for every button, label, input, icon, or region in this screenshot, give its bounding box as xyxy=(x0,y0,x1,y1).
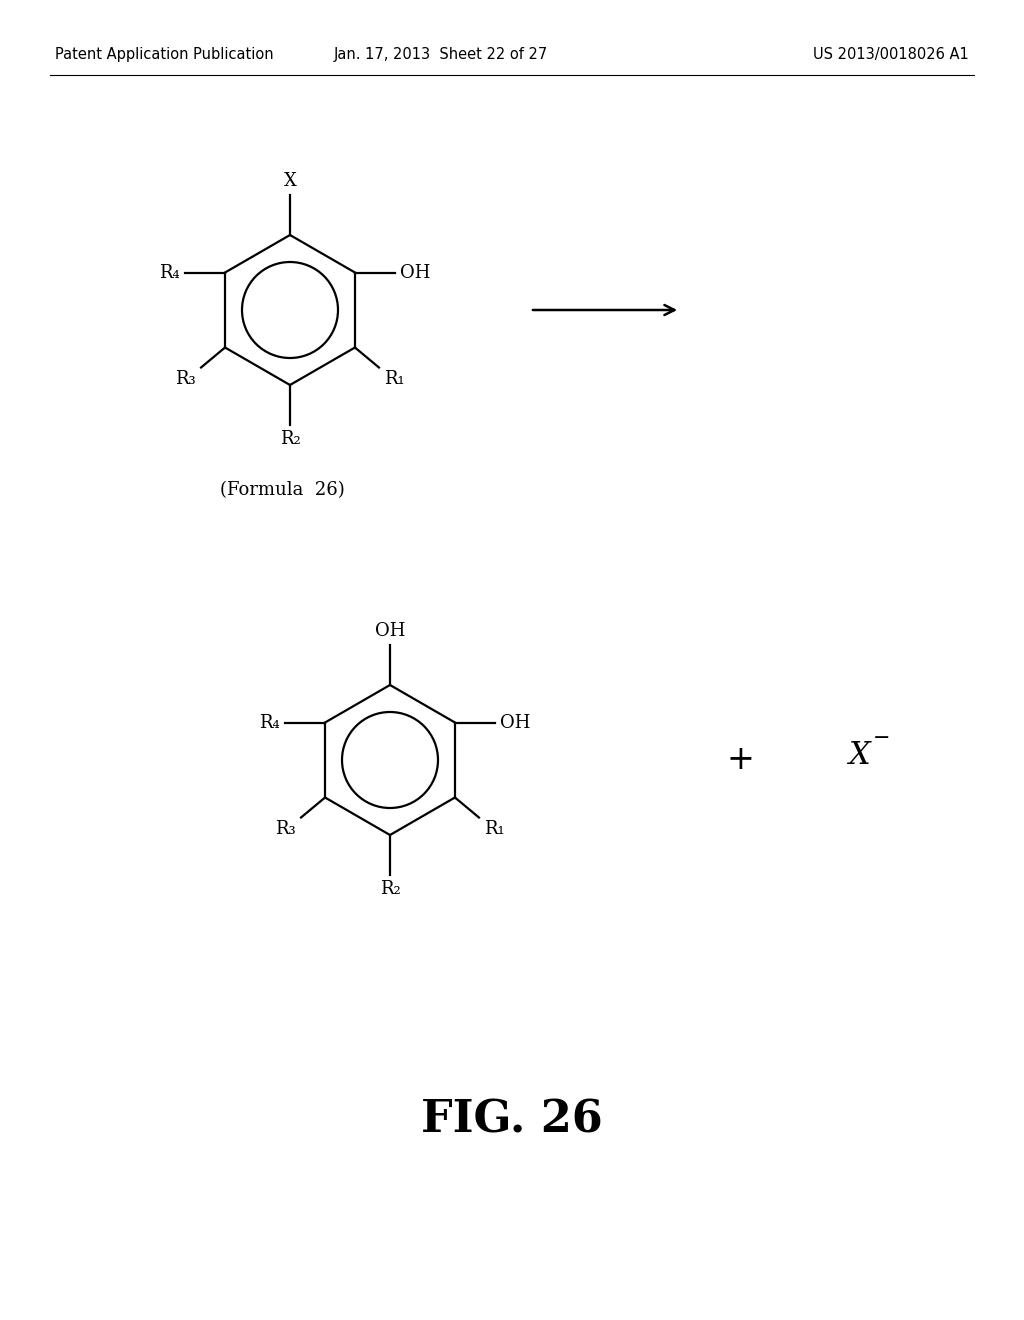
Text: Patent Application Publication: Patent Application Publication xyxy=(55,48,273,62)
Text: US 2013/0018026 A1: US 2013/0018026 A1 xyxy=(813,48,969,62)
Text: R₂: R₂ xyxy=(280,430,300,447)
Text: FIG. 26: FIG. 26 xyxy=(421,1098,603,1142)
Text: R₂: R₂ xyxy=(380,880,400,898)
Text: R₄: R₄ xyxy=(259,714,280,731)
Text: R₁: R₁ xyxy=(384,371,404,388)
Text: R₄: R₄ xyxy=(160,264,180,281)
Text: −: − xyxy=(873,730,891,748)
Text: OH: OH xyxy=(375,622,406,640)
Text: R₃: R₃ xyxy=(175,371,196,388)
Text: X: X xyxy=(849,739,870,771)
Text: X: X xyxy=(284,172,296,190)
Text: Jan. 17, 2013  Sheet 22 of 27: Jan. 17, 2013 Sheet 22 of 27 xyxy=(333,48,548,62)
Text: +: + xyxy=(726,744,754,776)
Text: OH: OH xyxy=(400,264,430,281)
Text: OH: OH xyxy=(500,714,530,731)
Text: (Formula  26): (Formula 26) xyxy=(220,480,345,499)
Text: R₃: R₃ xyxy=(275,821,296,838)
Text: R₁: R₁ xyxy=(484,821,505,838)
